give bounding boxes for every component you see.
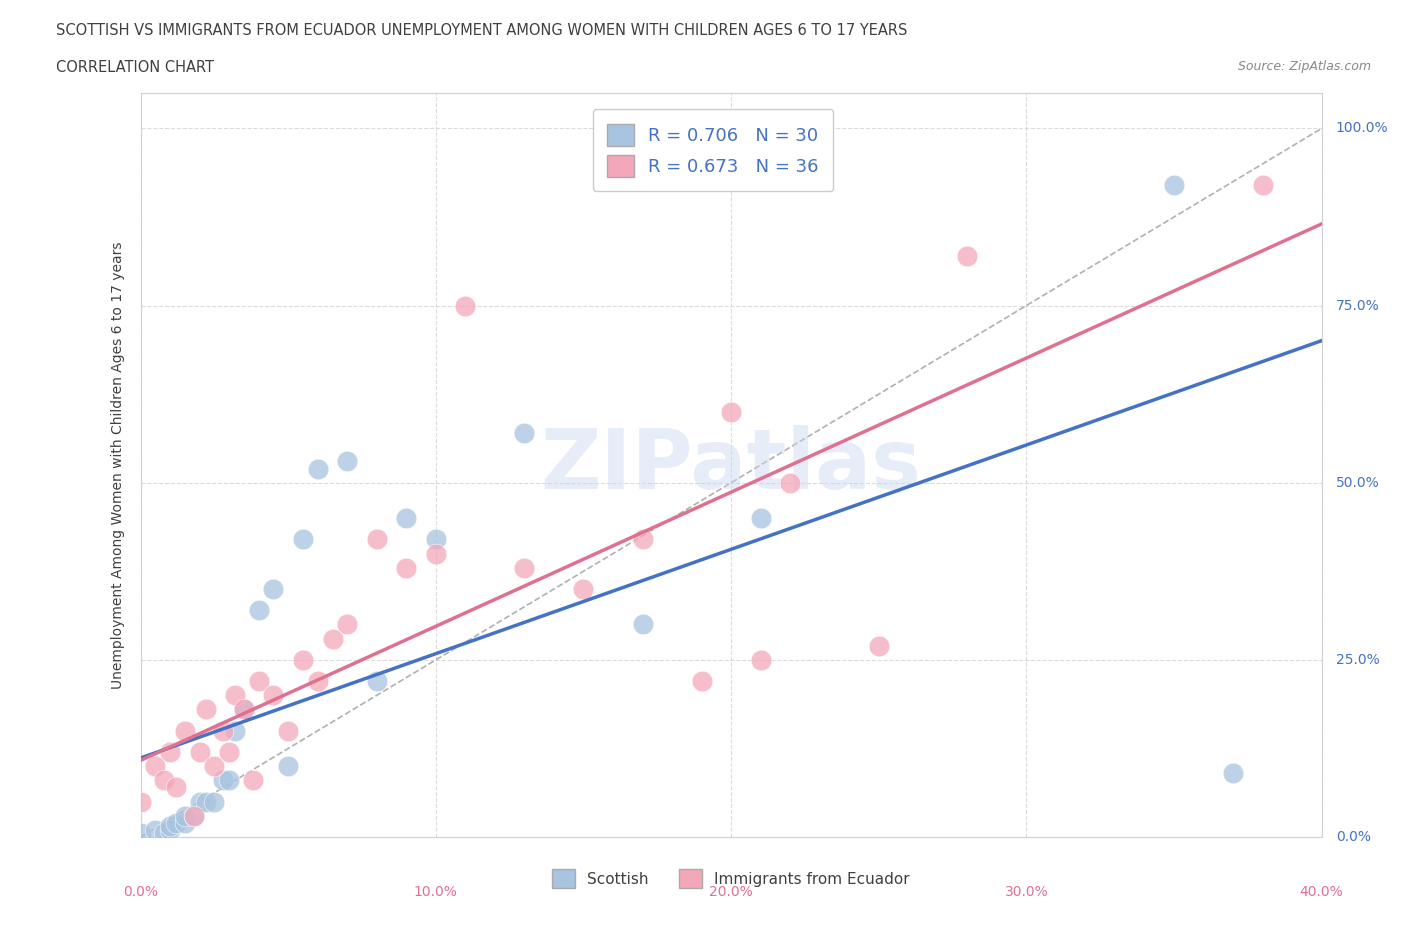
Point [749, 511, 772, 525]
Point [277, 759, 299, 774]
Point [145, 822, 166, 837]
Point [194, 702, 217, 717]
Point [183, 808, 205, 823]
Text: 20.0%: 20.0% [709, 885, 754, 899]
Point [395, 560, 418, 575]
Point [690, 673, 713, 688]
Point [631, 532, 654, 547]
Point [425, 532, 447, 547]
Point [153, 826, 176, 841]
Point [212, 724, 235, 738]
Point [129, 826, 152, 841]
Point [868, 638, 890, 653]
Text: 50.0%: 50.0% [1336, 476, 1379, 490]
Point [174, 724, 197, 738]
Text: 10.0%: 10.0% [413, 885, 458, 899]
Point [307, 461, 329, 476]
Y-axis label: Unemployment Among Women with Children Ages 6 to 17 years: Unemployment Among Women with Children A… [111, 241, 125, 689]
Point [572, 581, 595, 596]
Text: 40.0%: 40.0% [1299, 885, 1344, 899]
Text: ZIPatlas: ZIPatlas [541, 424, 921, 506]
Point [513, 560, 536, 575]
Point [159, 819, 181, 834]
Text: 0.0%: 0.0% [124, 885, 157, 899]
Point [218, 773, 240, 788]
Point [395, 511, 418, 525]
Point [513, 426, 536, 441]
Point [247, 673, 270, 688]
Point [262, 581, 284, 596]
Point [218, 745, 240, 760]
Point [224, 688, 246, 703]
Point [262, 688, 284, 703]
Point [366, 532, 388, 547]
Point [749, 653, 772, 668]
Point [292, 532, 315, 547]
Point [292, 653, 315, 668]
Point [224, 724, 246, 738]
Point [321, 631, 344, 646]
Point [1251, 178, 1274, 193]
Point [366, 673, 388, 688]
Point [153, 773, 176, 788]
Text: 100.0%: 100.0% [1336, 122, 1389, 136]
Point [1222, 765, 1244, 780]
Point [159, 745, 181, 760]
Text: SCOTTISH VS IMMIGRANTS FROM ECUADOR UNEMPLOYMENT AMONG WOMEN WITH CHILDREN AGES : SCOTTISH VS IMMIGRANTS FROM ECUADOR UNEM… [56, 23, 908, 38]
Point [174, 808, 197, 823]
Point [247, 603, 270, 618]
Point [277, 724, 299, 738]
Point [145, 759, 166, 774]
Point [233, 702, 256, 717]
Text: 0.0%: 0.0% [1336, 830, 1371, 844]
Point [779, 475, 801, 490]
Point [165, 816, 187, 830]
Point [188, 745, 211, 760]
Point [188, 794, 211, 809]
Point [336, 454, 359, 469]
Point [307, 673, 329, 688]
Point [183, 808, 205, 823]
Point [159, 822, 181, 837]
Point [233, 702, 256, 717]
Point [202, 759, 225, 774]
Text: 25.0%: 25.0% [1336, 653, 1379, 667]
Point [129, 794, 152, 809]
Text: 30.0%: 30.0% [1004, 885, 1049, 899]
Point [202, 794, 225, 809]
Point [454, 299, 477, 313]
Text: 75.0%: 75.0% [1336, 299, 1379, 312]
Point [165, 780, 187, 795]
Point [720, 405, 742, 419]
Point [1163, 178, 1185, 193]
Point [336, 617, 359, 631]
Text: Source: ZipAtlas.com: Source: ZipAtlas.com [1237, 60, 1371, 73]
Point [631, 617, 654, 631]
Point [242, 773, 264, 788]
Point [425, 546, 447, 561]
Legend: Scottish, Immigrants from Ecuador: Scottish, Immigrants from Ecuador [540, 857, 922, 900]
Point [956, 248, 979, 263]
Point [194, 794, 217, 809]
Point [174, 816, 197, 830]
Text: CORRELATION CHART: CORRELATION CHART [56, 60, 214, 75]
Point [212, 773, 235, 788]
